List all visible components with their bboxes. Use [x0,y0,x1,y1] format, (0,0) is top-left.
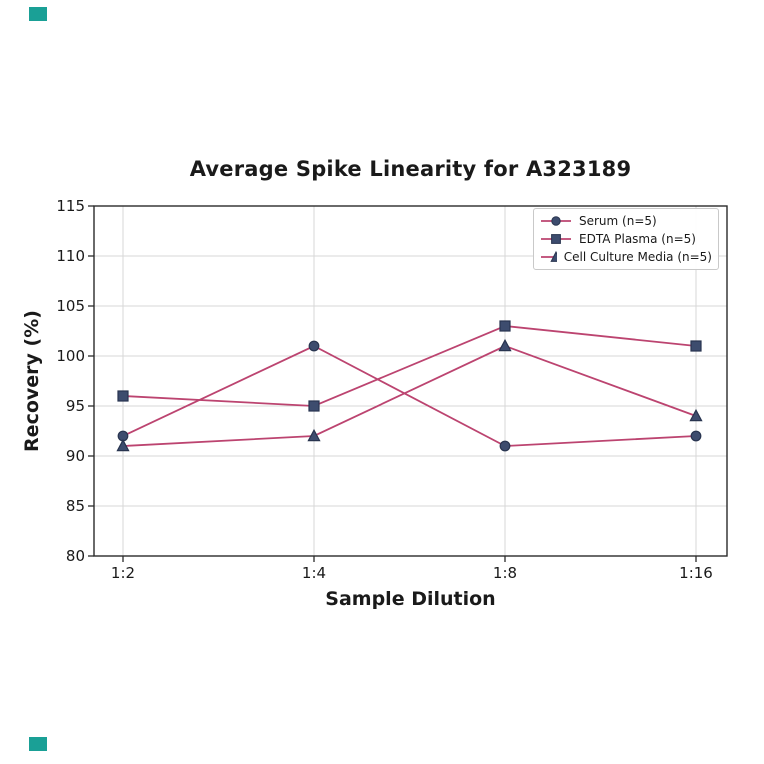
y-tick-label: 80 [66,547,85,565]
legend-label: Cell Culture Media (n=5) [563,250,712,264]
data-point-triangle [307,428,321,442]
y-tick-label: 110 [56,247,85,265]
data-point-square [308,400,320,412]
legend-row: Serum (n=5) [540,212,712,230]
x-tick-label: 1:16 [679,564,713,582]
legend-sample-icon [541,216,571,226]
legend-row: EDTA Plasma (n=5) [540,230,712,248]
x-axis-title: Sample Dilution [325,588,496,610]
legend-sample-icon [541,234,571,244]
legend-sample-icon [541,250,557,262]
data-point-triangle [116,438,130,452]
data-point-circle [499,440,511,452]
chart-title: Average Spike Linearity for A323189 [189,157,632,181]
data-point-triangle [498,338,512,352]
y-tick-label: 95 [66,397,85,415]
legend-label: EDTA Plasma (n=5) [579,232,696,246]
data-point-square [499,320,511,332]
data-point-circle [308,340,320,352]
plot-border [93,205,728,557]
legend: Serum (n=5) EDTA Plasma (n=5) Cell Culture… [533,208,719,270]
data-point-square [117,390,129,402]
series-line [122,345,697,447]
y-tick-label: 100 [56,347,85,365]
legend-label: Serum (n=5) [579,214,657,228]
series-line [122,325,697,407]
data-point-square [690,340,702,352]
x-tick-label: 1:4 [302,564,326,582]
data-point-circle [690,430,702,442]
x-tick-label: 1:2 [111,564,135,582]
corner-tab-bottom-icon [29,737,47,751]
legend-row: Cell Culture Media (n=5) [540,248,712,266]
y-tick-label: 105 [56,297,85,315]
x-tick-label: 1:8 [493,564,517,582]
y-tick-label: 115 [56,197,85,215]
corner-tab-top-icon [29,7,47,21]
data-point-triangle [689,408,703,422]
series-line [122,344,697,447]
y-tick-label: 85 [66,497,85,515]
y-tick-label: 90 [66,447,85,465]
y-axis-title: Recovery (%) [21,310,43,452]
